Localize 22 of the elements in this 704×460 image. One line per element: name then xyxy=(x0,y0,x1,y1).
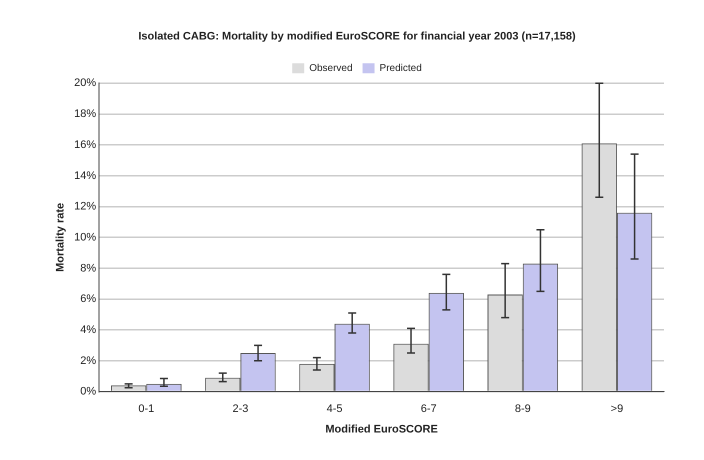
x-tick-label: 2-3 xyxy=(232,403,248,416)
x-axis-title: Modified EuroSCORE xyxy=(325,423,438,436)
y-tick-label: 4% xyxy=(80,324,96,336)
y-tick-label: 16% xyxy=(74,138,96,151)
y-tick-label: 18% xyxy=(74,108,96,120)
x-tick-label: >9 xyxy=(610,403,624,416)
y-tick-label: 10% xyxy=(74,231,96,244)
x-tick-label: 8-9 xyxy=(514,403,531,416)
y-tick-label: 0% xyxy=(80,386,96,398)
y-axis-title: Mortality rate xyxy=(54,202,67,272)
y-tick-label: 2% xyxy=(80,354,96,367)
x-tick-label: 0-1 xyxy=(138,403,154,416)
y-tick-label: 14% xyxy=(74,170,96,182)
legend-label: Predicted xyxy=(380,62,422,74)
legend-label: Observed xyxy=(309,62,353,74)
y-tick-label: 12% xyxy=(74,200,96,213)
y-tick-label: 20% xyxy=(74,77,96,90)
x-tick-label: 6-7 xyxy=(420,403,437,416)
y-tick-label: 8% xyxy=(80,262,96,274)
y-tick-label: 6% xyxy=(80,293,96,306)
chart-title: Isolated CABG: Mortality by modified EuroSCORE for financial year 2003 (n=17,158) xyxy=(138,30,576,43)
x-tick-label: 4-5 xyxy=(326,403,342,416)
